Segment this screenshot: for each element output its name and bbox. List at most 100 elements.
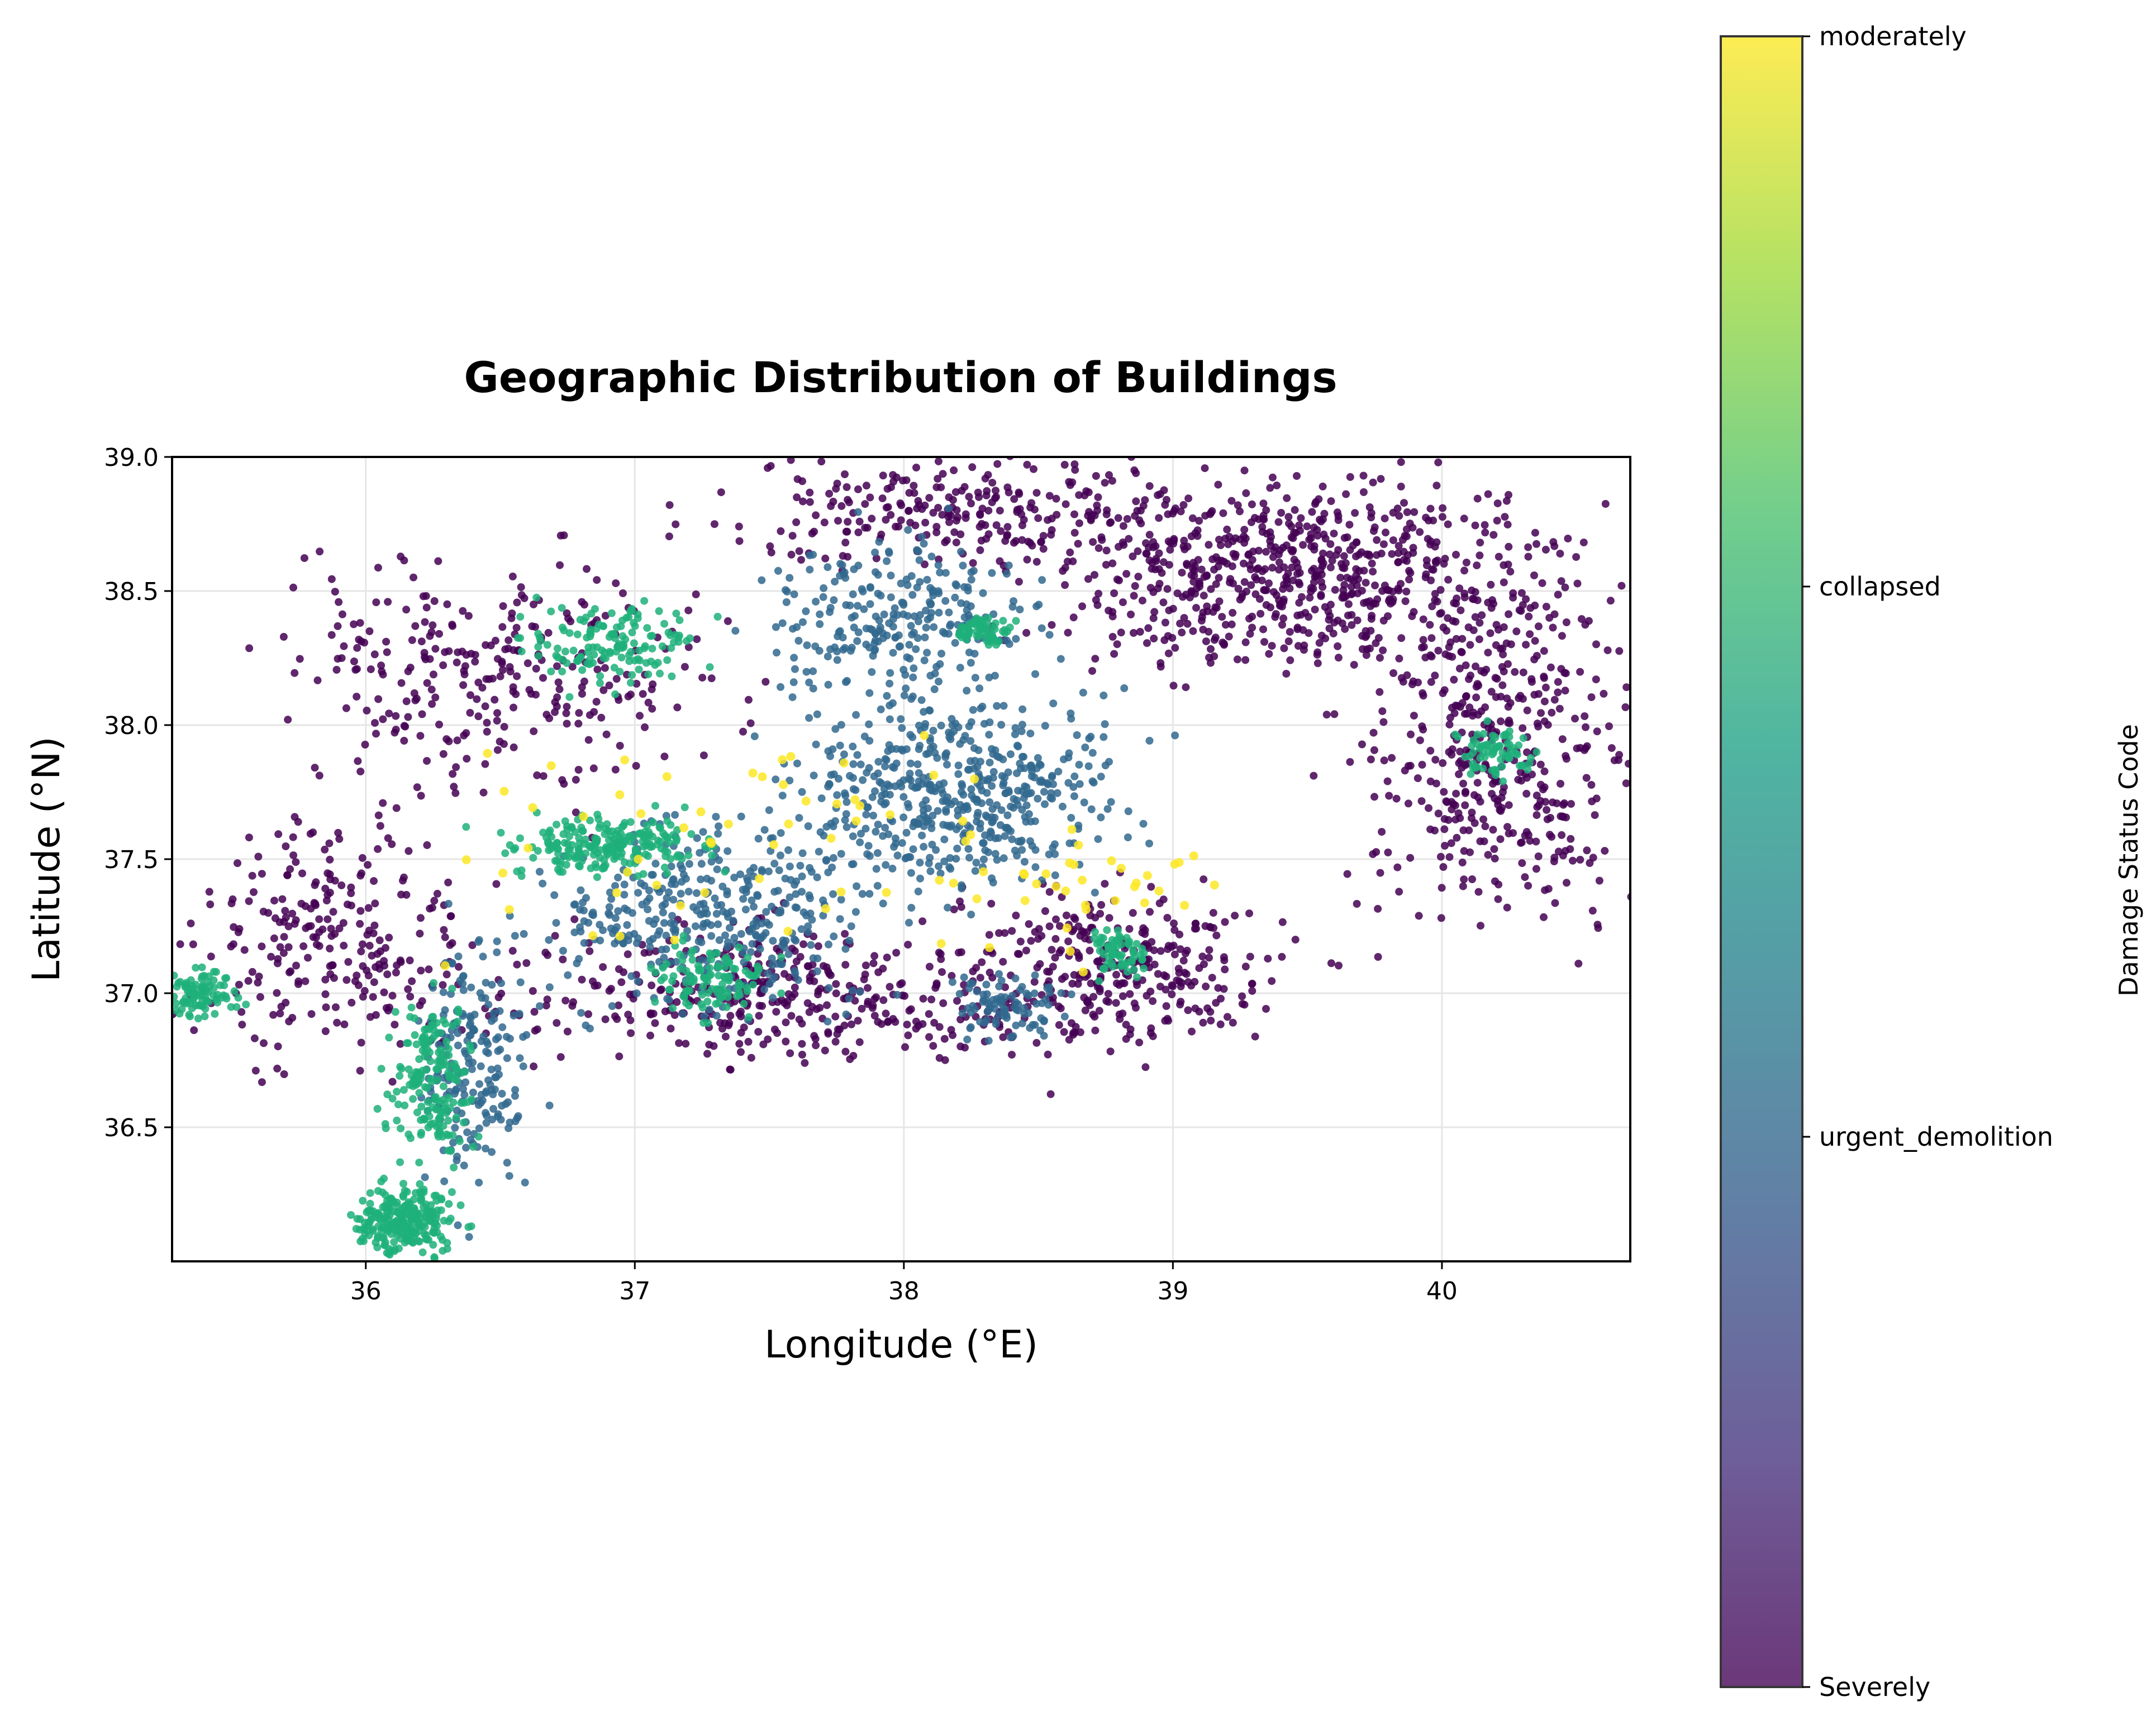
data-point-Severely <box>471 651 479 659</box>
data-point-collapsed <box>595 824 603 832</box>
data-point-urgent_demolition <box>1100 692 1108 699</box>
data-point-Severely <box>1122 570 1131 578</box>
data-point-urgent_demolition <box>627 972 636 980</box>
data-point-Severely <box>1221 965 1229 974</box>
data-point-urgent_demolition <box>898 746 907 755</box>
data-point-Severely <box>493 717 501 725</box>
data-point-urgent_demolition <box>838 561 846 569</box>
data-point-urgent_demolition <box>791 970 799 978</box>
data-point-Severely <box>788 532 797 540</box>
data-point-Severely <box>1220 956 1229 965</box>
data-point-urgent_demolition <box>982 811 990 819</box>
data-point-Severely <box>1536 760 1545 769</box>
data-point-Severely <box>1409 677 1417 685</box>
data-point-Severely <box>832 980 840 988</box>
data-point-collapsed <box>620 840 627 849</box>
data-point-urgent_demolition <box>571 900 579 908</box>
data-point-Severely <box>440 926 448 934</box>
data-point-urgent_demolition <box>862 825 870 833</box>
data-point-collapsed <box>379 1233 388 1242</box>
data-point-urgent_demolition <box>649 871 657 879</box>
data-point-Severely <box>1569 856 1577 865</box>
data-point-Severely <box>786 1049 794 1057</box>
data-point-urgent_demolition <box>1040 1016 1048 1024</box>
data-point-Severely <box>455 962 463 971</box>
data-point-Severely <box>260 1039 268 1047</box>
data-point-Severely <box>1553 799 1561 808</box>
data-point-Severely <box>1473 561 1481 570</box>
data-point-Severely <box>560 531 568 540</box>
data-point-urgent_demolition <box>993 801 1001 809</box>
data-point-Severely <box>797 556 805 564</box>
data-point-Severely <box>1466 641 1474 649</box>
data-point-Severely <box>1607 744 1616 752</box>
data-point-Severely <box>739 727 747 736</box>
data-point-Severely <box>1530 571 1538 579</box>
data-point-urgent_demolition <box>836 571 844 580</box>
data-point-urgent_demolition <box>1091 888 1099 897</box>
data-point-Severely <box>1370 793 1378 801</box>
data-point-collapsed <box>644 670 653 679</box>
data-point-urgent_demolition <box>774 566 782 575</box>
data-point-urgent_demolition <box>730 874 739 881</box>
data-point-Severely <box>1286 628 1294 636</box>
data-point-collapsed <box>202 997 211 1005</box>
data-point-Severely <box>1363 645 1371 654</box>
data-point-urgent_demolition <box>935 608 943 617</box>
data-point-Severely <box>1523 748 1531 756</box>
data-point-Severely <box>1573 744 1581 752</box>
data-point-Severely <box>1148 559 1156 567</box>
data-point-urgent_demolition <box>898 724 906 732</box>
data-point-Severely <box>335 835 344 843</box>
data-point-urgent_demolition <box>976 819 984 828</box>
data-point-urgent_demolition <box>736 870 744 879</box>
data-point-urgent_demolition <box>504 1098 512 1107</box>
data-point-Severely <box>1319 583 1327 591</box>
data-point-urgent_demolition <box>620 890 629 899</box>
data-point-Severely <box>1233 655 1241 664</box>
data-point-Severely <box>1342 490 1350 498</box>
data-point-Severely <box>787 550 796 559</box>
data-point-Severely <box>1416 736 1424 745</box>
data-point-Severely <box>1285 520 1293 528</box>
data-point-Severely <box>627 1029 635 1037</box>
data-point-urgent_demolition <box>997 806 1006 814</box>
data-point-collapsed <box>562 852 570 860</box>
data-point-Severely <box>929 1042 937 1050</box>
data-point-Severely <box>1180 536 1188 545</box>
data-point-urgent_demolition <box>750 903 758 911</box>
data-point-urgent_demolition <box>870 772 878 780</box>
data-point-Severely <box>1102 997 1111 1005</box>
data-point-collapsed <box>554 850 562 858</box>
data-point-Severely <box>563 703 571 711</box>
data-point-Severely <box>1015 490 1024 498</box>
data-point-Severely <box>205 888 213 896</box>
data-point-urgent_demolition <box>559 947 567 955</box>
data-point-urgent_demolition <box>826 608 834 616</box>
data-point-Severely <box>327 631 336 639</box>
data-point-Severely <box>1346 758 1354 766</box>
data-point-Severely <box>258 942 266 951</box>
data-point-Severely <box>1549 623 1557 632</box>
data-point-Severely <box>572 808 580 817</box>
data-point-collapsed <box>535 652 543 660</box>
data-point-Severely <box>1519 668 1527 676</box>
data-point-Severely <box>938 511 946 519</box>
data-point-Severely <box>481 702 489 711</box>
data-point-Severely <box>1027 499 1036 507</box>
data-point-Severely <box>1150 635 1158 642</box>
data-point-Severely <box>905 1007 913 1015</box>
data-point-urgent_demolition <box>828 863 836 871</box>
data-point-Severely <box>1309 584 1317 593</box>
data-point-collapsed <box>406 1081 414 1089</box>
data-point-Severely <box>1280 644 1288 652</box>
data-point-Severely <box>1277 509 1286 517</box>
data-point-collapsed <box>626 818 635 826</box>
data-point-Severely <box>274 830 283 838</box>
data-point-urgent_demolition <box>970 744 978 752</box>
data-point-urgent_demolition <box>1034 794 1042 803</box>
data-point-collapsed <box>660 863 669 871</box>
data-point-Severely <box>430 897 439 905</box>
data-point-Severely <box>513 960 521 969</box>
data-point-collapsed <box>675 616 684 625</box>
